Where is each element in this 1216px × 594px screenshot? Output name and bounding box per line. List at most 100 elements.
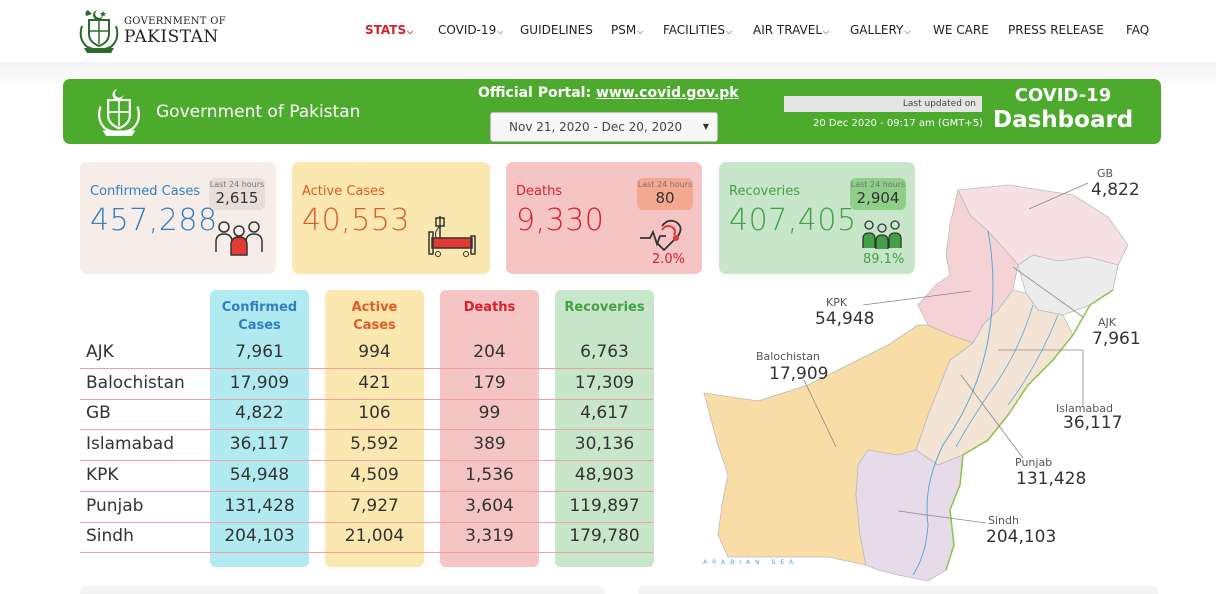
table-cell-confirmed: 36,117	[229, 434, 290, 455]
map-label-kpk: KPK	[826, 296, 848, 309]
province-name: Islamabad	[86, 434, 174, 455]
province-name: Balochistan	[86, 372, 185, 393]
nav-facilities[interactable]: FACILITIES⌵	[663, 23, 732, 37]
nav-faq-label: FAQ	[1126, 23, 1150, 37]
nav-faq[interactable]: FAQ	[1126, 23, 1149, 37]
confirmed-cases-card: Confirmed Cases 457,288 Last 24 hours 2,…	[80, 162, 276, 274]
pakistan-map: ARABIAN SEA	[703, 182, 1129, 582]
chevron-down-icon: ⌵	[904, 27, 911, 36]
main-nav: STATS⌵ COVID-19⌵ GUIDELINES PSM⌵ FACILIT…	[0, 23, 1216, 39]
header-recoveries-line1: Recoveries	[564, 300, 645, 315]
nav-we-care-label: WE CARE	[933, 23, 989, 37]
last24-label: Last 24 hours	[637, 180, 693, 189]
nav-covid19-label: COVID-19	[438, 23, 497, 37]
deaths-percentage: 2.0%	[652, 252, 686, 267]
date-range-select[interactable]: Nov 21, 2020 - Dec 20, 2020 ▼	[490, 112, 718, 142]
map-value-sindh: 204,103	[986, 527, 1057, 547]
table-cell-active: 421	[358, 372, 391, 393]
confirmed-last24-value: 2,615	[215, 189, 259, 207]
table-cell-recoveries: 119,897	[569, 495, 640, 516]
nav-facilities-label: FACILITIES	[663, 23, 726, 37]
table-cell-deaths: 1,536	[465, 464, 514, 485]
table-cell-recoveries: 17,309	[574, 372, 635, 393]
map-value-kpk: 54,948	[815, 309, 875, 329]
recoveries-percentage: 89.1%	[863, 252, 905, 267]
active-label: Active Cases	[302, 184, 385, 199]
last-updated-label: Last updated on	[784, 96, 982, 112]
deaths-column	[440, 290, 539, 567]
map-label-balochistan: Balochistan	[756, 350, 820, 363]
recoveries-column	[555, 290, 654, 567]
map-label-ajk: AJK	[1098, 316, 1116, 329]
table-cell-active: 5,592	[350, 434, 399, 455]
portal-label: Official Portal:	[478, 85, 592, 101]
table-cell-confirmed: 131,428	[224, 495, 295, 516]
confirmed-value: 457,288	[90, 203, 218, 238]
header-confirmed-line1: Confirmed	[221, 300, 298, 315]
confirmed-column	[210, 290, 309, 567]
nav-air-travel[interactable]: AIR TRAVEL⌵	[753, 23, 829, 37]
chevron-down-icon: ⌵	[823, 27, 830, 36]
row-divider	[80, 368, 653, 369]
nav-press-release[interactable]: PRESS RELEASE	[1008, 23, 1104, 37]
deaths-value: 9,330	[516, 203, 605, 238]
nav-stats[interactable]: STATS⌵	[365, 23, 413, 37]
table-cell-deaths: 99	[478, 403, 501, 424]
government-logo[interactable]: GOVERNMENT OF PAKISTAN	[78, 8, 226, 54]
row-divider	[80, 490, 653, 492]
recoveries-label: Recoveries	[729, 184, 800, 199]
map-label-punjab: Punjab	[1015, 456, 1053, 469]
last24-label: Last 24 hours	[850, 180, 906, 189]
nav-we-care[interactable]: WE CARE	[933, 23, 989, 37]
header-active-line1: Active	[351, 300, 398, 315]
header-confirmed: Confirmed Cases	[210, 299, 309, 335]
table-cell-confirmed: 17,909	[229, 372, 290, 393]
table-cell-confirmed: 204,103	[224, 526, 295, 547]
sindh-region	[855, 449, 964, 582]
portal-link[interactable]: www.covid.gov.pk	[595, 85, 739, 101]
last-updated-value: 20 Dec 2020 - 09:17 am (GMT+5)	[813, 118, 983, 129]
row-divider	[80, 429, 653, 431]
deaths-last24-value: 80	[655, 189, 675, 207]
table-cell-active: 7,927	[350, 495, 399, 516]
header-recoveries: Recoveries	[555, 299, 654, 317]
nav-guidelines[interactable]: GUIDELINES	[520, 23, 593, 37]
nav-gallery-label: GALLERY	[850, 23, 904, 37]
table-cell-deaths: 204	[473, 342, 506, 362]
map-value-balochistan: 17,909	[769, 364, 829, 384]
deaths-label: Deaths	[516, 184, 563, 199]
table-cell-active: 106	[358, 403, 391, 424]
table-cell-recoveries: 48,903	[574, 464, 635, 485]
official-portal: Official Portal: www.covid.gov.pk	[478, 85, 739, 101]
chevron-down-icon: ⌵	[637, 27, 644, 36]
hospital-bed-icon	[428, 216, 476, 257]
table-cell-deaths: 179	[473, 372, 506, 393]
dashboard-banner: Government of Pakistan Official Portal: …	[63, 79, 1161, 144]
logo-line2: PAKISTAN	[124, 26, 219, 47]
active-column	[325, 290, 424, 567]
map-value-punjab: 131,428	[1016, 469, 1087, 489]
table-cell-deaths: 389	[473, 434, 506, 455]
chevron-down-icon: ⌵	[407, 27, 414, 36]
header-deaths-line1: Deaths	[463, 300, 516, 315]
map-label-gb: GB	[1097, 167, 1114, 180]
table-cell-active: 4,509	[350, 464, 399, 485]
header-confirmed-line2: Cases	[238, 318, 281, 334]
caret-down-icon: ▼	[702, 122, 709, 131]
row-divider	[80, 521, 653, 523]
confirmed-last24-badge: Last 24 hours 2,615	[209, 178, 265, 210]
nav-press-release-label: PRESS RELEASE	[1008, 23, 1104, 37]
row-divider	[80, 398, 653, 400]
deaths-card: Deaths 9,330 Last 24 hours 80 2.0%	[506, 162, 702, 274]
heartbeat-icon	[640, 219, 682, 252]
nav-gallery[interactable]: GALLERY⌵	[850, 23, 910, 37]
chevron-down-icon: ⌵	[726, 27, 733, 36]
header-active-line2: Cases	[353, 318, 396, 334]
map-label-islamabad: Islamabad	[1056, 402, 1113, 415]
chevron-down-icon: ⌵	[497, 27, 504, 36]
nav-psm[interactable]: PSM⌵	[611, 23, 643, 37]
table-cell-deaths: 3,604	[465, 495, 514, 516]
map-label-sindh: Sindh	[988, 514, 1019, 527]
nav-psm-label: PSM	[611, 23, 637, 37]
nav-covid19[interactable]: COVID-19⌵	[438, 23, 503, 37]
